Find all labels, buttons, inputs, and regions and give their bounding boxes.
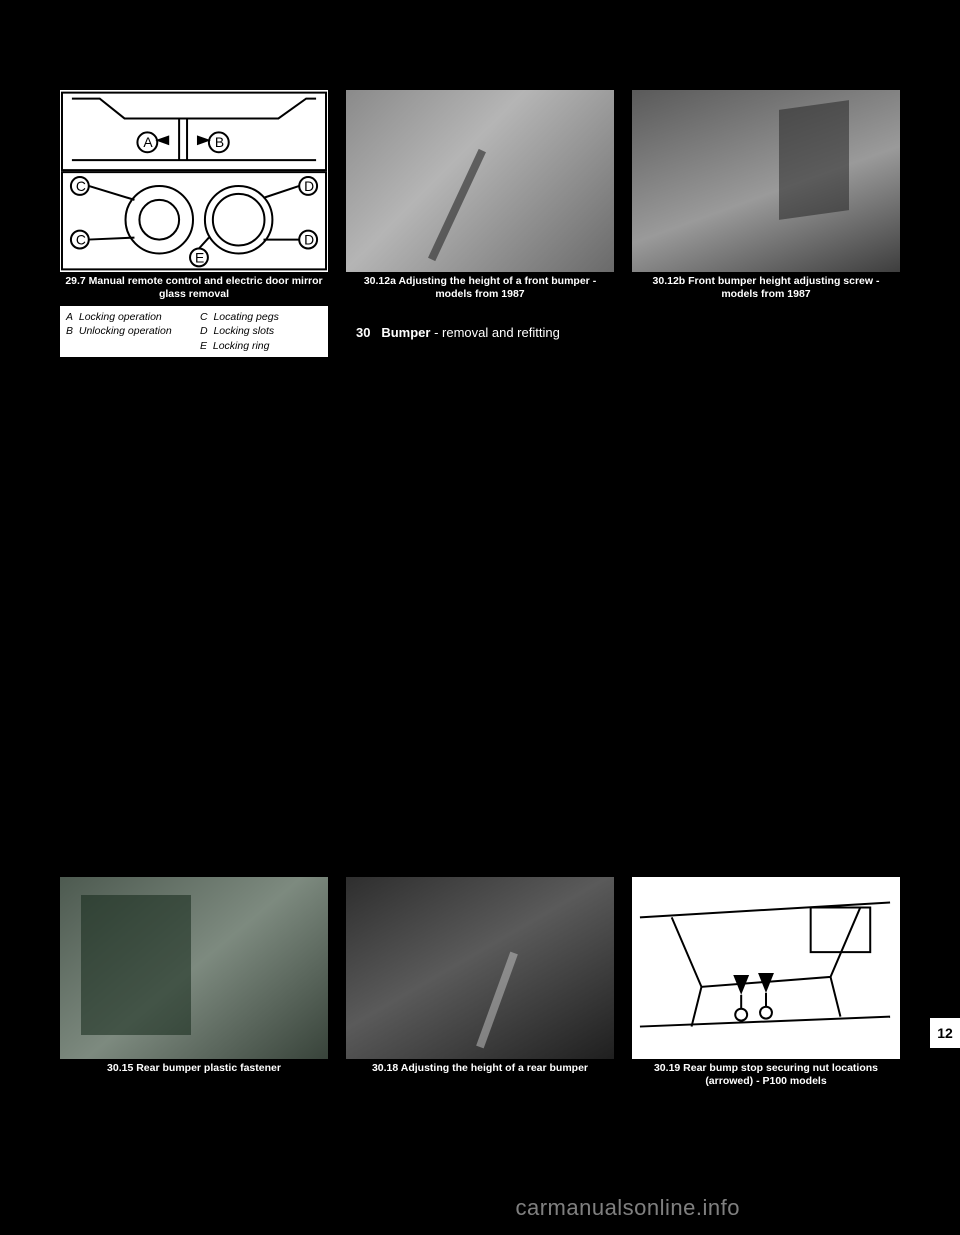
legend-item: E Locking ring (200, 339, 322, 353)
chapter-tab: 12 (930, 1018, 960, 1048)
svg-text:C: C (76, 178, 86, 194)
section-number: 30 (356, 325, 370, 340)
figure-30-18-caption: 30.18 Adjusting the height of a rear bum… (346, 1059, 614, 1080)
figure-29-7-legend: A Locking operation B Unlocking operatio… (60, 306, 328, 357)
legend-col-right: C Locating pegs D Locking slots E Lockin… (200, 310, 322, 353)
legend-key: A (66, 311, 73, 323)
figure-30-18: 30.18 Adjusting the height of a rear bum… (346, 877, 614, 1093)
figure-30-12a-caption: 30.12a Adjusting the height of a front b… (346, 272, 614, 306)
legend-text: Locking slots (213, 325, 274, 337)
legend-key: E (200, 340, 207, 352)
figure-29-7: A B C C D D E (60, 90, 328, 357)
figure-row-top: A B C C D D E (60, 90, 900, 357)
section-subtitle: - removal and refitting (434, 325, 560, 340)
figure-30-18-image (346, 877, 614, 1059)
legend-key: B (66, 325, 73, 337)
legend-text: Locking ring (213, 340, 270, 352)
figure-29-7-caption: 29.7 Manual remote control and electric … (60, 272, 328, 306)
svg-text:D: D (304, 232, 314, 248)
section-heading-30: 30 Bumper - removal and refitting (346, 318, 570, 347)
legend-key: C (200, 311, 208, 323)
svg-text:C: C (76, 232, 86, 248)
figure-30-19-caption: 30.19 Rear bump stop securing nut locati… (632, 1059, 900, 1093)
legend-item: C Locating pegs (200, 310, 322, 324)
legend-col-left: A Locking operation B Unlocking operatio… (66, 310, 188, 353)
legend-key: D (200, 325, 208, 337)
figure-30-15-image (60, 877, 328, 1059)
watermark-text: carmanualsonline.info (515, 1195, 740, 1221)
legend-item: B Unlocking operation (66, 324, 188, 338)
svg-text:A: A (143, 134, 153, 150)
figure-30-15-caption: 30.15 Rear bumper plastic fastener (60, 1059, 328, 1080)
figure-30-12b: 30.12b Front bumper height adjusting scr… (632, 90, 900, 357)
legend-text: Locking operation (79, 311, 162, 323)
figure-30-19-image (632, 877, 900, 1059)
legend-text: Unlocking operation (79, 325, 172, 337)
section-title: Bumper (381, 325, 430, 340)
figure-30-19: 30.19 Rear bump stop securing nut locati… (632, 877, 900, 1093)
legend-item: D Locking slots (200, 324, 322, 338)
legend-item: A Locking operation (66, 310, 188, 324)
figure-30-12b-caption: 30.12b Front bumper height adjusting scr… (632, 272, 900, 306)
figure-30-12a-image (346, 90, 614, 272)
figure-row-bottom: 30.15 Rear bumper plastic fastener 30.18… (60, 877, 900, 1093)
figure-30-15: 30.15 Rear bumper plastic fastener (60, 877, 328, 1093)
figure-29-7-image: A B C C D D E (60, 90, 328, 272)
legend-text: Locating pegs (213, 311, 278, 323)
svg-text:E: E (195, 249, 204, 265)
figure-30-12b-image (632, 90, 900, 272)
svg-text:B: B (215, 134, 224, 150)
manual-page: A B C C D D E (60, 90, 900, 1093)
figure-30-12a: 30.12a Adjusting the height of a front b… (346, 90, 614, 357)
svg-text:D: D (304, 178, 314, 194)
